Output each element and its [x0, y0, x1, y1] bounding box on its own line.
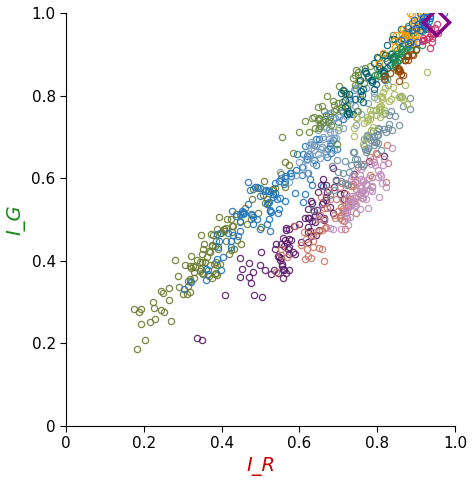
- Y-axis label: I_G: I_G: [7, 204, 26, 235]
- X-axis label: I_R: I_R: [246, 457, 275, 476]
